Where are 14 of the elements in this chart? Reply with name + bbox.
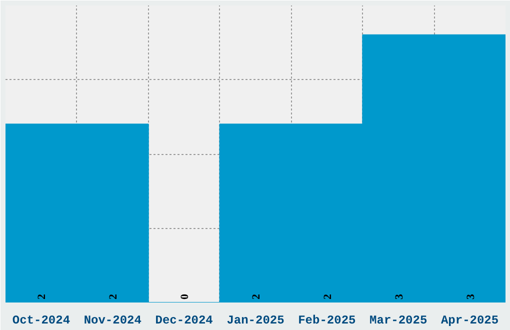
data-label: 2 xyxy=(36,294,48,300)
x-tick-label: Feb-2025 xyxy=(298,314,356,328)
x-tick-label: Nov-2024 xyxy=(84,314,142,328)
data-label: 0 xyxy=(179,294,192,300)
data-label: 2 xyxy=(108,294,120,300)
x-tick-label: Apr-2025 xyxy=(440,314,499,328)
x-tick-label: Dec-2024 xyxy=(155,314,213,328)
data-label: 3 xyxy=(393,294,406,300)
x-tick-label: Mar-2025 xyxy=(370,314,428,328)
x-tick-label: Jan-2025 xyxy=(226,314,284,328)
data-label: 2 xyxy=(322,294,334,300)
x-tick-label: Oct-2024 xyxy=(12,314,70,328)
data-label: 3 xyxy=(464,294,477,300)
data-label: 2 xyxy=(250,294,262,300)
